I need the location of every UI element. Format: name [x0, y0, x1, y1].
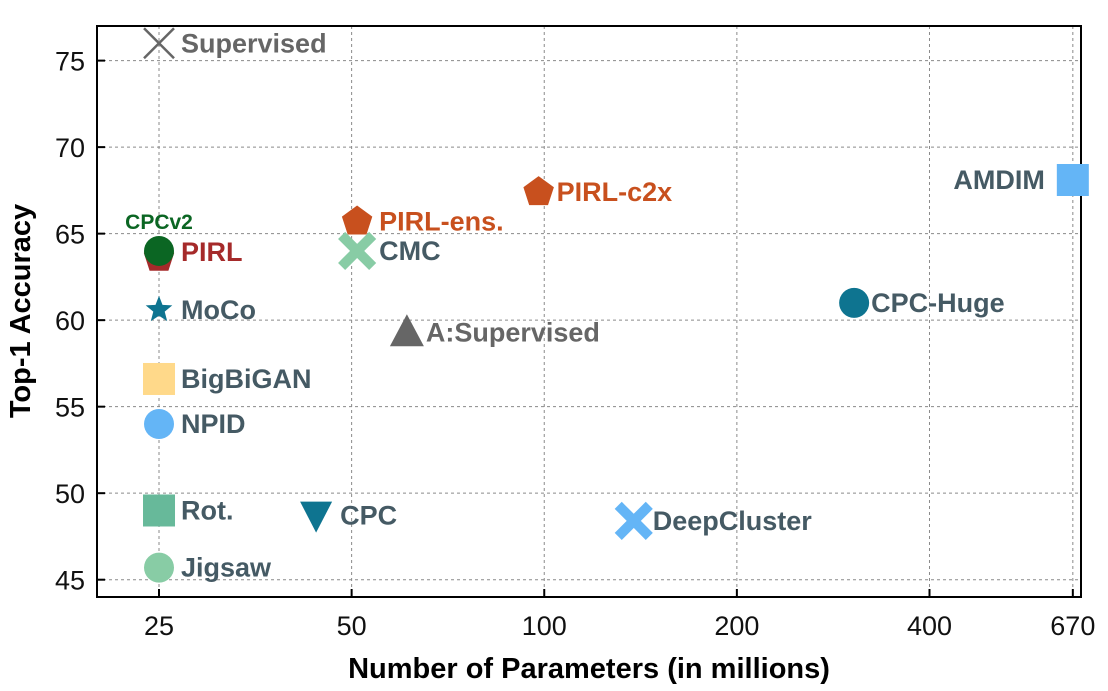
- data-point: [144, 235, 175, 266]
- y-tick-label: 55: [55, 393, 85, 423]
- x-tick-label: 400: [907, 611, 952, 641]
- data-point: [341, 205, 373, 235]
- point-label: PIRL-c2x: [557, 177, 673, 207]
- point-label: Rot.: [181, 495, 233, 525]
- data-point: [143, 494, 176, 527]
- point-label: DeepCluster: [653, 506, 813, 536]
- point-label: Jigsaw: [181, 553, 272, 583]
- data-markers: [143, 27, 1089, 583]
- data-point: [1056, 163, 1089, 196]
- point-label: Supervised: [181, 28, 327, 58]
- y-tick-label: 70: [55, 133, 85, 163]
- y-tick-label: 75: [55, 47, 85, 77]
- data-point: [143, 362, 176, 395]
- y-tick-label: 65: [55, 220, 85, 250]
- point-label: CPCv2: [125, 211, 193, 234]
- data-point: [389, 314, 424, 347]
- data-point: [144, 408, 175, 439]
- y-axis-label: Top-1 Accuracy: [5, 204, 37, 418]
- point-label: CMC: [379, 236, 441, 266]
- grid-lines: [97, 26, 1081, 597]
- point-label: CPC: [340, 501, 397, 531]
- data-point: [614, 501, 653, 540]
- y-tick-label: 45: [55, 566, 85, 596]
- data-point: [338, 231, 377, 271]
- data-point: [143, 27, 175, 60]
- point-label: PIRL-ens.: [379, 207, 504, 237]
- x-tick-label: 100: [522, 611, 567, 641]
- x-tick-label: 200: [714, 611, 759, 641]
- plot-frame: [96, 25, 1082, 598]
- data-point: [144, 552, 175, 583]
- point-label: MoCo: [181, 295, 256, 325]
- data-labels: Supervised PIRL-c2x PIRL-ens. AMDIM PIRL CPCv…: [125, 28, 1045, 582]
- data-point: [523, 176, 554, 206]
- x-tick-label: 670: [1050, 611, 1095, 641]
- y-tick-label: 60: [55, 306, 85, 336]
- x-tick-label: 25: [144, 611, 174, 641]
- axis-ticks: [97, 59, 1074, 597]
- point-label: A:Supervised: [426, 317, 600, 347]
- point-label: BigBiGAN: [181, 364, 311, 394]
- data-point: [839, 287, 870, 318]
- x-axis-label: Number of Parameters (in millions): [348, 653, 830, 685]
- point-label: CPC-Huge: [871, 288, 1005, 318]
- point-label: AMDIM: [953, 165, 1044, 195]
- data-point: [145, 295, 173, 322]
- point-label: PIRL: [181, 237, 243, 267]
- data-point: [300, 501, 333, 533]
- y-tick-label: 50: [55, 479, 85, 509]
- x-tick-label: 50: [337, 611, 367, 641]
- point-label: NPID: [181, 409, 246, 439]
